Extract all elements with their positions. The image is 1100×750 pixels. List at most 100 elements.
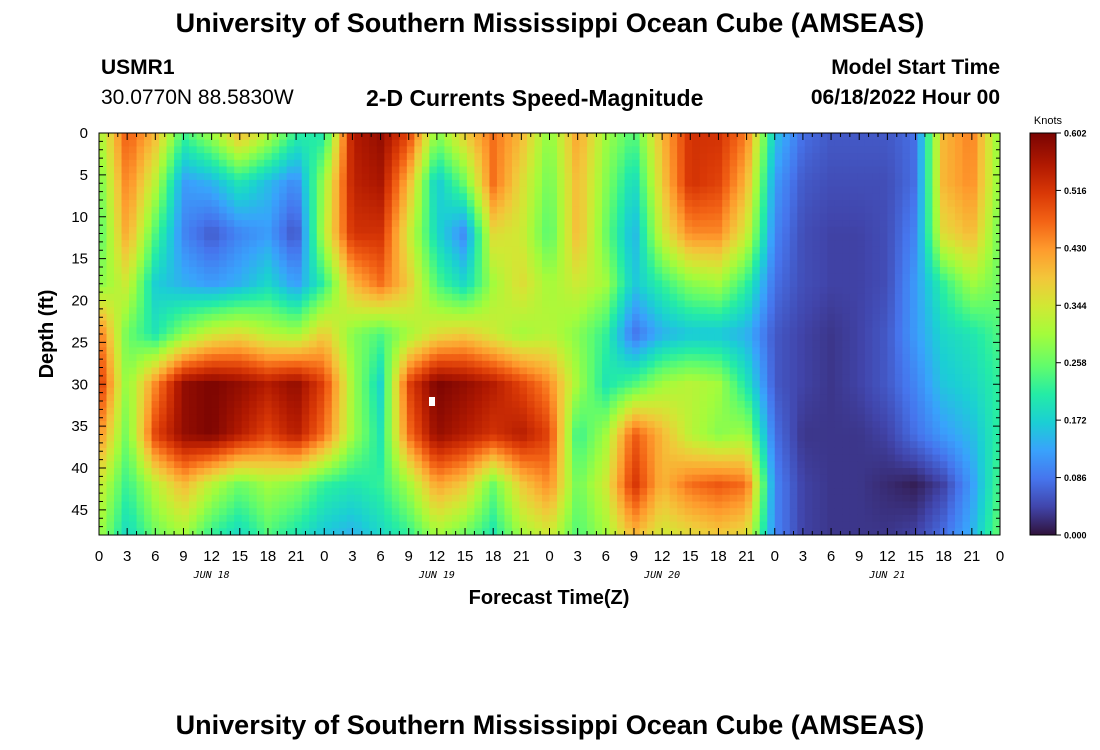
heatmap-cell xyxy=(526,380,536,389)
heatmap-cell xyxy=(144,186,153,194)
heatmap-cell xyxy=(286,246,295,255)
heatmap-cell xyxy=(549,166,558,174)
heatmap-cell xyxy=(354,287,363,295)
heatmap-cell xyxy=(669,293,678,302)
heatmap-cell xyxy=(887,273,896,281)
heatmap-cell xyxy=(774,401,783,409)
heatmap-cell xyxy=(864,213,873,221)
heatmap-cell xyxy=(729,226,738,235)
heatmap-cell xyxy=(917,380,926,389)
heatmap-cell xyxy=(939,186,949,194)
heatmap-cell xyxy=(309,267,318,275)
heatmap-cell xyxy=(827,300,836,308)
heatmap-cell xyxy=(984,179,994,188)
heatmap-cell xyxy=(917,260,926,268)
heatmap-cell xyxy=(984,320,994,328)
heatmap-cell xyxy=(602,139,611,147)
heatmap-cell xyxy=(286,347,295,355)
heatmap-cell xyxy=(414,401,423,409)
heatmap-cell xyxy=(114,267,123,275)
heatmap-cell xyxy=(759,360,768,369)
heatmap-cell xyxy=(602,253,611,261)
heatmap-cell xyxy=(189,166,198,174)
heatmap-cell xyxy=(166,307,175,315)
heatmap-cell xyxy=(714,193,723,201)
heatmap-cell xyxy=(534,300,543,308)
heatmap-cell xyxy=(699,267,708,275)
heatmap-cell xyxy=(309,340,318,348)
heatmap-cell xyxy=(737,334,746,342)
heatmap-cell xyxy=(917,233,926,241)
heatmap-cell xyxy=(159,166,168,174)
heatmap-cell xyxy=(204,179,213,188)
heatmap-cell xyxy=(219,374,228,382)
heatmap-cell xyxy=(316,213,325,221)
heatmap-cell xyxy=(279,300,288,308)
heatmap-cell xyxy=(286,179,295,188)
heatmap-cell xyxy=(564,226,573,235)
heatmap-cell xyxy=(541,179,551,188)
heatmap-cell xyxy=(947,374,956,382)
heatmap-cell xyxy=(632,193,641,201)
heatmap-cell xyxy=(909,267,919,275)
heatmap-cell xyxy=(744,334,753,342)
heatmap-cell xyxy=(121,407,130,415)
heatmap-cell xyxy=(872,260,881,268)
heatmap-cell xyxy=(864,193,873,201)
heatmap-cell xyxy=(421,260,430,268)
heatmap-cell xyxy=(256,267,265,275)
heatmap-cell xyxy=(984,220,994,228)
heatmap-cell xyxy=(699,394,708,402)
heatmap-cell xyxy=(579,267,588,275)
heatmap-cell xyxy=(617,267,626,275)
heatmap-cell xyxy=(789,287,798,295)
heatmap-cell xyxy=(159,280,168,288)
heatmap-cell xyxy=(226,380,235,389)
heatmap-cell xyxy=(474,313,483,322)
heatmap-cell xyxy=(812,246,821,255)
heatmap-cell xyxy=(587,320,596,328)
heatmap-cell xyxy=(819,300,828,308)
heatmap-cell xyxy=(962,260,971,268)
heatmap-cell xyxy=(489,173,498,181)
heatmap-cell xyxy=(797,307,806,315)
heatmap-cell xyxy=(969,260,979,268)
heatmap-cell xyxy=(144,340,153,348)
heatmap-cell xyxy=(286,273,295,281)
heatmap-cell xyxy=(159,387,168,395)
heatmap-cell xyxy=(391,153,400,161)
heatmap-cell xyxy=(264,233,273,241)
heatmap-cell xyxy=(572,407,581,415)
heatmap-cell xyxy=(444,159,453,168)
heatmap-cell xyxy=(226,293,235,302)
heatmap-cell xyxy=(827,267,836,275)
heatmap-cell xyxy=(159,340,168,348)
heatmap-cell xyxy=(534,159,543,168)
heatmap-cell xyxy=(136,307,145,315)
heatmap-cell xyxy=(309,253,318,261)
heatmap-cell xyxy=(594,166,603,174)
heatmap-cell xyxy=(564,340,573,348)
heatmap-cell xyxy=(324,253,333,261)
heatmap-cell xyxy=(451,146,460,154)
heatmap-cell xyxy=(887,153,896,161)
heatmap-cell xyxy=(496,146,506,154)
heatmap-cell xyxy=(729,253,738,261)
heatmap-cell xyxy=(399,206,408,214)
heatmap-cell xyxy=(151,253,160,261)
heatmap-cell xyxy=(812,287,821,295)
heatmap-cell xyxy=(346,179,355,188)
heatmap-cell xyxy=(692,166,701,174)
heatmap-cell xyxy=(324,213,333,221)
heatmap-cell xyxy=(459,273,468,281)
heatmap-cell xyxy=(587,354,596,362)
heatmap-cell xyxy=(519,186,528,194)
heatmap-cell xyxy=(406,313,415,322)
heatmap-cell xyxy=(406,166,415,174)
heatmap-cell xyxy=(316,226,325,235)
heatmap-cell xyxy=(632,334,641,342)
heatmap-cell xyxy=(797,354,806,362)
heatmap-cell xyxy=(722,240,731,248)
heatmap-cell xyxy=(301,307,310,315)
heatmap-cell xyxy=(511,367,521,375)
